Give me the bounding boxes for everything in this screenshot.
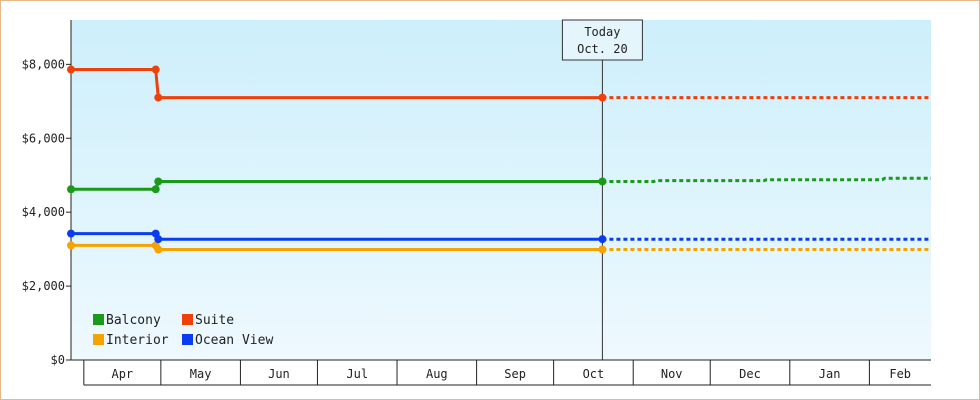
series-point-balcony bbox=[598, 177, 607, 186]
y-tick-label: $4,000 bbox=[22, 205, 65, 219]
today-box bbox=[561, 19, 643, 61]
x-axis: Apr May Jun Jul Aug Sep Oct Nov Dec Jan Feb bbox=[71, 359, 931, 386]
legend-swatch-suite bbox=[182, 314, 193, 325]
series-point-suite bbox=[67, 65, 75, 74]
y-tick-label: $6,000 bbox=[22, 131, 65, 145]
legend-swatch-interior bbox=[93, 334, 104, 345]
legend-swatch-balcony bbox=[93, 314, 104, 325]
month-label: May bbox=[190, 367, 212, 381]
series-point-balcony bbox=[67, 185, 75, 194]
legend-label-balcony: Balcony bbox=[106, 313, 161, 328]
plot-area bbox=[71, 20, 931, 360]
month-label: Sep bbox=[504, 367, 526, 381]
month-label: Feb bbox=[889, 367, 911, 381]
month-label: Nov bbox=[661, 367, 683, 381]
series-point-balcony bbox=[151, 185, 160, 194]
series-group bbox=[67, 65, 931, 254]
series-point-balcony bbox=[154, 177, 163, 186]
month-label: Oct bbox=[583, 367, 605, 381]
legend-label-suite: Suite bbox=[195, 313, 234, 328]
series-point-ocean-view bbox=[598, 235, 607, 244]
y-axis: $0 $2,000 $4,000 $6,000 $8,000 bbox=[22, 20, 72, 367]
series-point-interior bbox=[154, 245, 163, 254]
series-point-suite bbox=[598, 93, 607, 102]
today-marker: Today Oct. 20 bbox=[561, 19, 643, 360]
month-label: Jan bbox=[819, 367, 841, 381]
y-tick-label: $0 bbox=[51, 353, 65, 367]
month-label: Aug bbox=[426, 367, 448, 381]
legend-label-ocean-view: Ocean View bbox=[195, 333, 273, 348]
series-point-ocean-view bbox=[154, 235, 163, 244]
legend-label-interior: Interior bbox=[106, 333, 169, 348]
series-point-ocean-view bbox=[67, 229, 75, 238]
series-point-interior bbox=[67, 241, 75, 250]
y-tick-label: $8,000 bbox=[22, 57, 65, 71]
legend-swatch-ocean-view bbox=[182, 334, 193, 345]
series-line-suite bbox=[71, 68, 603, 100]
series-point-interior bbox=[598, 245, 607, 254]
y-tick-label: $2,000 bbox=[22, 279, 65, 293]
series-line-balcony bbox=[71, 180, 603, 191]
month-label: Jul bbox=[346, 367, 368, 381]
today-date: Oct. 20 bbox=[577, 42, 628, 56]
series-point-suite bbox=[151, 65, 160, 74]
month-label: Apr bbox=[111, 367, 133, 381]
today-label: Today bbox=[584, 25, 620, 39]
series-point-suite bbox=[154, 93, 163, 102]
month-label: Jun bbox=[268, 367, 290, 381]
series-projection-balcony bbox=[602, 176, 931, 183]
legend: Balcony Suite Interior Ocean View bbox=[93, 313, 273, 348]
month-label: Dec bbox=[739, 367, 761, 381]
